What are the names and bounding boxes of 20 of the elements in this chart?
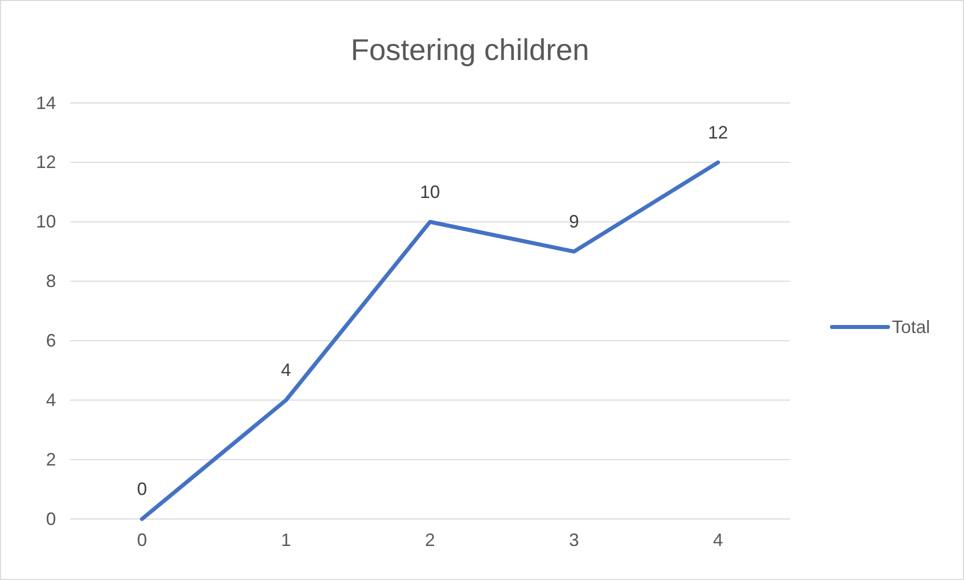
data-label: 0 (136, 479, 148, 499)
legend-label: Total (892, 317, 930, 337)
y-tick-label: 4 (46, 390, 56, 410)
y-tick-label: 10 (36, 212, 56, 232)
chart-title: Fostering children (350, 34, 590, 67)
x-tick-label: 4 (712, 530, 724, 550)
x-tick-label: 0 (136, 530, 148, 550)
data-label: 12 (708, 122, 728, 142)
x-tick-label: 1 (280, 530, 292, 550)
y-tick-label: 0 (46, 508, 56, 529)
y-tick-label: 2 (46, 449, 56, 470)
y-tick-label: 12 (36, 152, 56, 172)
data-label: 10 (420, 182, 440, 202)
y-tick-label: 14 (36, 92, 56, 113)
data-label: 4 (280, 360, 292, 380)
x-tick-label: 3 (568, 530, 580, 550)
y-tick-label: 6 (46, 330, 56, 350)
data-label: 9 (568, 212, 580, 232)
x-tick-label: 2 (424, 530, 436, 550)
y-tick-label: 8 (46, 271, 56, 292)
